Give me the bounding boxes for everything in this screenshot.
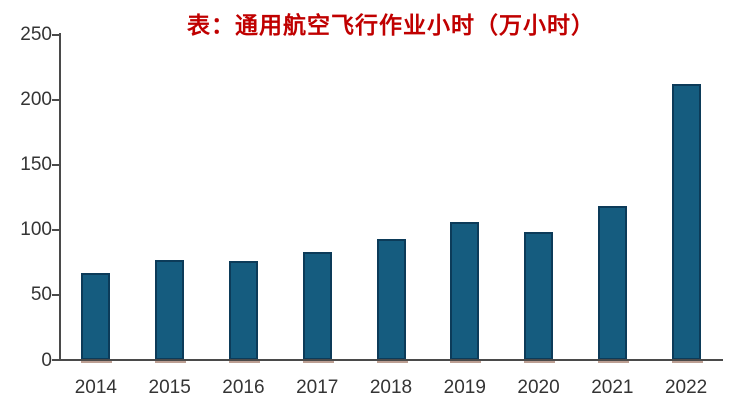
x-tick-label: 2016	[222, 377, 265, 398]
x-tick-label: 2017	[296, 377, 339, 398]
y-tick-label: 100	[20, 219, 52, 241]
bar-2022	[671, 83, 701, 360]
y-tick-label: 0	[41, 349, 52, 371]
x-tick-label: 2018	[369, 377, 413, 398]
x-tick-label: 2014	[74, 377, 118, 398]
chart-title: 表：通用航空飞行作业小时（万小时）	[187, 13, 595, 38]
bar-shadow	[81, 361, 113, 363]
y-tick-label: 200	[20, 89, 52, 111]
y-tick-label: 150	[20, 154, 52, 176]
x-tick-label: 2021	[591, 377, 634, 398]
x-axis-line	[52, 359, 723, 361]
y-tick-mark	[52, 293, 59, 296]
bar-2018	[376, 238, 406, 360]
y-tick-label: 50	[30, 284, 52, 306]
bar-2019	[450, 221, 480, 360]
bar-shadow	[450, 361, 482, 363]
bar-2020	[524, 232, 554, 360]
bar-2016	[228, 261, 258, 360]
y-tick-mark	[52, 98, 59, 101]
bar-2021	[597, 206, 627, 360]
y-tick-mark	[52, 33, 59, 36]
bar-2014	[81, 272, 111, 360]
y-tick-label: 250	[20, 24, 52, 45]
bar-shadow	[597, 361, 629, 363]
x-tick-label: 2022	[664, 377, 708, 398]
bar-2015	[155, 259, 185, 360]
x-tick-label: 2015	[148, 377, 191, 398]
x-tick-label: 2019	[443, 377, 486, 398]
bar-shadow	[155, 361, 187, 363]
y-tick-mark	[52, 163, 59, 166]
x-tick-label: 2020	[517, 377, 560, 398]
y-axis-line	[59, 32, 61, 361]
bar-shadow	[524, 361, 556, 363]
bar-shadow	[228, 361, 260, 363]
y-tick-mark	[52, 228, 59, 231]
bar-shadow	[671, 361, 703, 363]
bar-2017	[302, 251, 332, 360]
bar-shadow	[376, 361, 408, 363]
bar-shadow	[302, 361, 334, 363]
